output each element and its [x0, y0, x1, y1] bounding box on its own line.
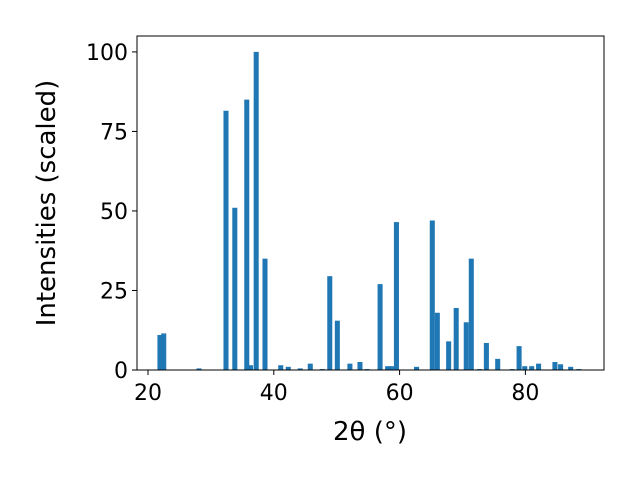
bar: [357, 362, 363, 370]
bar: [516, 346, 522, 370]
bar: [161, 333, 167, 370]
bar: [196, 368, 202, 370]
bar: [297, 368, 303, 370]
bar: [334, 320, 340, 370]
bar: [253, 51, 259, 371]
y-tick-label: 100: [86, 41, 128, 66]
y-tick-label: 50: [100, 200, 128, 225]
bar: [393, 222, 399, 370]
y-tick-label: 75: [100, 120, 128, 145]
bar: [434, 312, 440, 370]
bar: [529, 366, 535, 370]
x-axis-label: 2θ (°): [333, 417, 407, 447]
bar: [446, 341, 452, 370]
bar: [558, 364, 564, 370]
x-tick-label: 20: [134, 381, 162, 406]
x-tick-label: 60: [386, 381, 414, 406]
plot-frame: [136, 35, 605, 371]
bar: [463, 322, 469, 370]
bar: [388, 366, 394, 370]
y-axis-label: Intensities (scaled): [32, 80, 62, 327]
bar: [468, 258, 474, 370]
bar: [223, 110, 229, 370]
bar: [483, 342, 489, 370]
bar: [453, 307, 459, 370]
x-tick-label: 40: [260, 381, 288, 406]
bar: [414, 366, 420, 370]
bar: [385, 366, 391, 370]
bar: [347, 363, 353, 370]
bar: [232, 207, 238, 370]
x-tick-label: 80: [511, 381, 539, 406]
bar: [429, 220, 435, 370]
bar: [536, 363, 542, 370]
bar: [307, 363, 313, 370]
bar: [248, 365, 254, 370]
bar: [327, 276, 333, 370]
bar: [552, 362, 558, 370]
bar: [495, 358, 501, 370]
y-tick-label: 25: [100, 279, 128, 304]
bar: [568, 366, 574, 370]
bar: [244, 99, 250, 370]
bar: [522, 366, 528, 370]
bar: [278, 365, 284, 370]
bar: [157, 335, 163, 370]
bar: [377, 284, 383, 370]
bar: [262, 258, 268, 370]
y-tick-label: 0: [114, 359, 128, 384]
bar: [285, 366, 291, 370]
